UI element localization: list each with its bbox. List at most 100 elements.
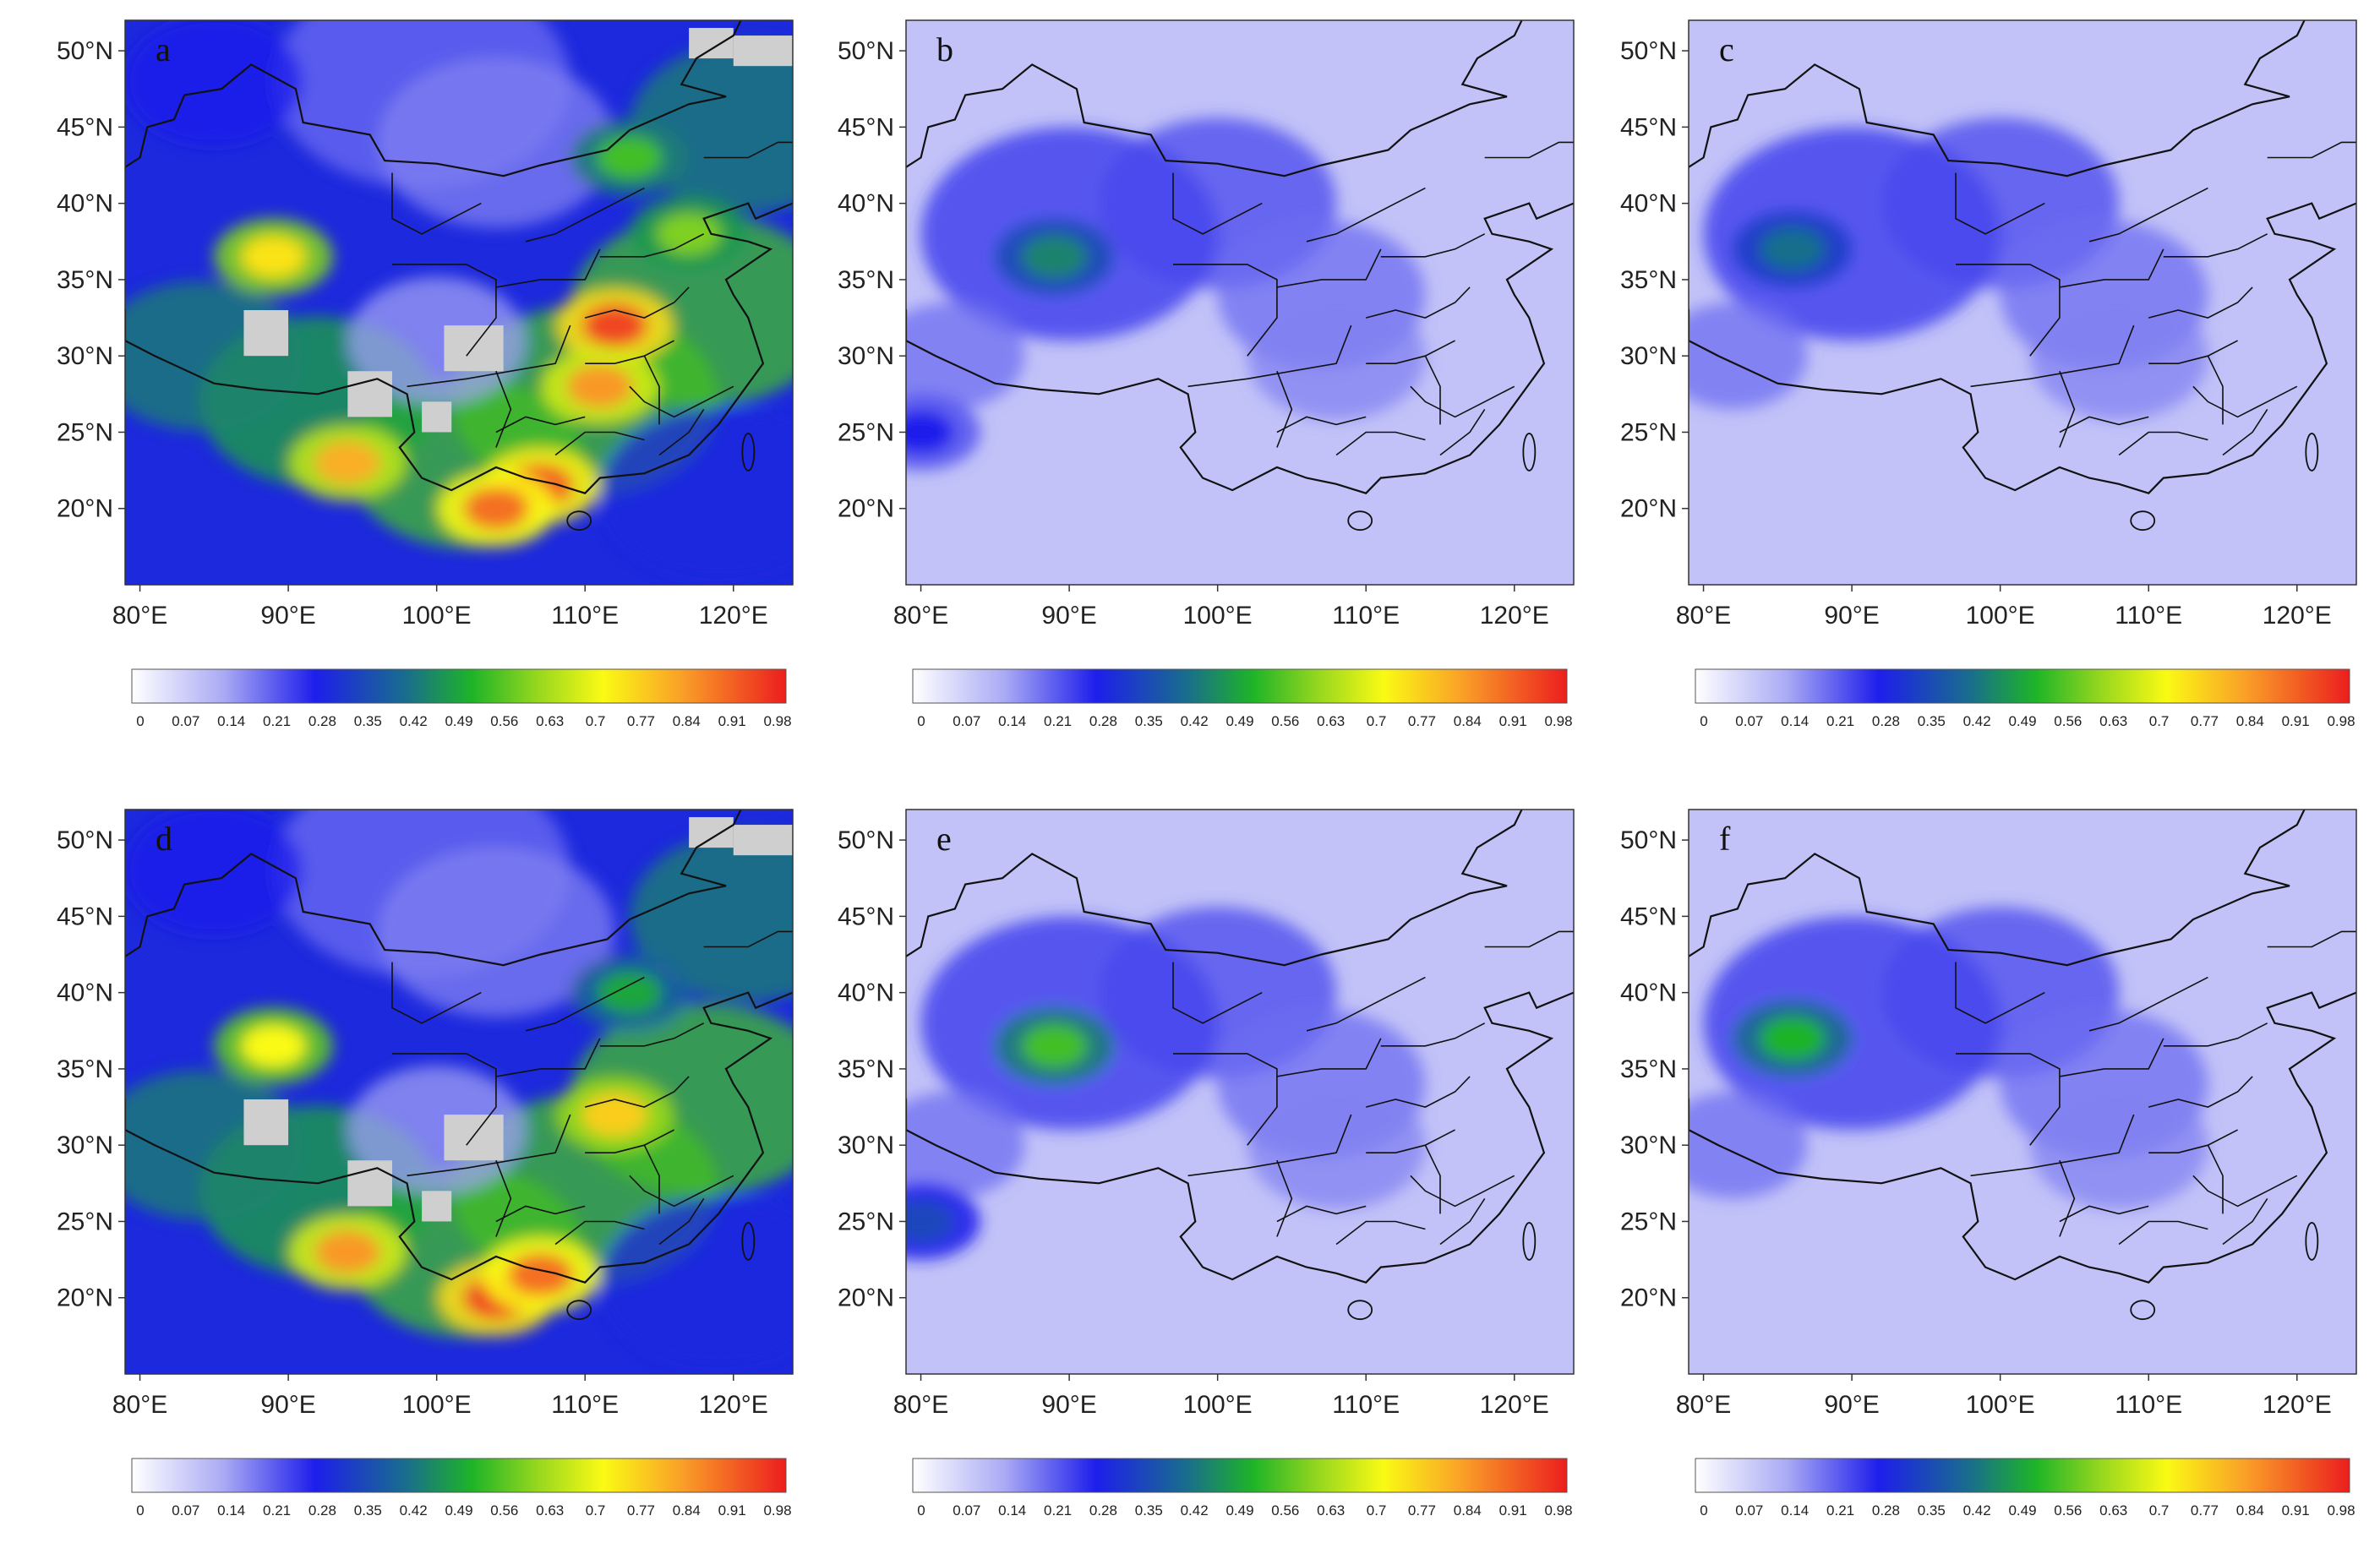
hotspot-core	[314, 1230, 380, 1273]
field-blob	[906, 1092, 1025, 1199]
province-boundary	[629, 1175, 734, 1208]
hotspot-core	[240, 1024, 307, 1068]
colorbar-label: 0.56	[1271, 1502, 1299, 1518]
province-boundary	[1484, 141, 1574, 159]
province-boundary	[658, 408, 705, 456]
province-boundary	[407, 1114, 571, 1177]
field-blob	[599, 407, 793, 579]
province-boundary	[392, 264, 497, 357]
colorbar-label: 0.49	[445, 713, 472, 729]
province-boundary	[1306, 976, 1426, 1032]
y-tick-label: 25°N	[838, 418, 894, 446]
y-tick-label: 20°N	[57, 495, 113, 523]
colorbar-label: 0.91	[1499, 713, 1527, 729]
x-tick-label: 80°E	[893, 1391, 948, 1419]
country-outline	[125, 810, 793, 1284]
colorbar-label: 0.84	[2236, 1502, 2264, 1518]
missing-data-patch	[347, 1160, 392, 1207]
map-boundaries	[125, 810, 793, 1321]
x-tick-label: 120°E	[699, 1391, 768, 1419]
colorbar-label: 0.14	[217, 713, 245, 729]
colorbar-label: 0.91	[2282, 713, 2310, 729]
y-tick-label: 20°N	[1620, 495, 1677, 523]
colorbar-label: 0.28	[308, 713, 336, 729]
colorbar-label: 0.21	[1826, 1502, 1854, 1518]
hainan-outline	[2130, 510, 2156, 532]
y-tick-label: 35°N	[57, 1055, 113, 1083]
x-tick-label: 100°E	[402, 602, 472, 630]
colorbar-label: 0	[136, 713, 144, 729]
colorbar-label: 0.07	[172, 1502, 199, 1518]
colorbar-label: 0.77	[1408, 1502, 1436, 1518]
missing-data-patch	[444, 1115, 504, 1161]
colorbar-label: 0.49	[445, 1502, 472, 1518]
province-boundary	[2192, 385, 2298, 418]
colorbar-label: 0.98	[763, 713, 791, 729]
field-blobs	[906, 117, 1426, 471]
panel-letter: e	[936, 820, 952, 858]
province-boundary	[2059, 1205, 2149, 1223]
colorbar-label: 0.14	[998, 713, 1026, 729]
y-tick-label: 45°N	[1620, 902, 1677, 930]
taiwan-outline	[1522, 433, 1537, 472]
province-boundary	[2222, 408, 2268, 456]
panel-a: a 20°N 25°N 30°N 35°N 40°N 45°N 50°N 80°E 90°E 100…	[57, 19, 794, 729]
x-tick-label: 110°E	[1332, 1391, 1400, 1419]
colorbar-label: 0.77	[2191, 713, 2219, 729]
field-blob	[1689, 1092, 1808, 1199]
hotspot-core	[1021, 1024, 1088, 1068]
province-boundary	[2118, 431, 2208, 456]
missing-data-patch	[422, 401, 452, 433]
heatmap-field	[125, 810, 793, 1374]
y-tick-label: 25°N	[838, 1208, 894, 1235]
colorbar-label: 0.14	[1781, 1502, 1809, 1518]
country-outline	[906, 20, 1574, 494]
province-boundary	[2088, 976, 2208, 1032]
y-tick-label: 40°N	[1620, 190, 1677, 218]
colorbar-label: 0.14	[998, 1502, 1026, 1518]
y-tick-label: 20°N	[838, 495, 894, 523]
colorbar-label: 0.07	[1735, 713, 1763, 729]
y-tick-label: 50°N	[57, 37, 113, 65]
missing-data-patch	[689, 817, 734, 848]
missing-data-patch	[243, 310, 289, 357]
province-boundary	[2207, 355, 2224, 425]
province-boundary	[525, 976, 645, 1032]
y-tick-label: 40°N	[57, 190, 113, 218]
colorbar-label: 0.7	[586, 1502, 606, 1518]
province-boundary	[1172, 962, 1263, 1024]
colorbar-label: 0.21	[1826, 713, 1854, 729]
panel-c: c 20°N 25°N 30°N 35°N 40°N 45°N 50°N 80°E 90°E 100…	[1620, 19, 2357, 729]
province-boundary	[1956, 1053, 2061, 1146]
y-tick-label: 35°N	[1620, 266, 1677, 294]
province-boundary	[1366, 1129, 1455, 1153]
y-tick-label: 45°N	[1620, 113, 1677, 141]
plot-frame	[1688, 809, 2357, 1375]
colorbar-label: 0.21	[263, 713, 291, 729]
province-boundary	[1173, 264, 1278, 357]
x-tick-label: 120°E	[1480, 602, 1549, 630]
panel-letter: c	[1719, 30, 1734, 68]
colorbar-label: 0.28	[1089, 1502, 1117, 1518]
province-boundary	[1306, 187, 1426, 243]
province-boundary	[584, 1076, 690, 1108]
x-tick-label: 120°E	[2263, 1391, 2332, 1419]
y-tick-label: 35°N	[57, 266, 113, 294]
colorbar-label: 0.77	[627, 1502, 655, 1518]
hotspot-core	[597, 136, 663, 179]
province-boundary	[1970, 1114, 2135, 1177]
x-tick-label: 100°E	[1966, 602, 2035, 630]
map-boundaries	[906, 810, 1574, 1321]
field-blobs	[1689, 907, 2208, 1210]
y-tick-label: 20°N	[1620, 1284, 1677, 1312]
colorbar-label: 0.7	[1367, 713, 1387, 729]
colorbar-label: 0.42	[1963, 713, 1991, 729]
y-tick-label: 40°N	[1620, 979, 1677, 1007]
province-boundary	[525, 187, 645, 243]
x-tick-label: 100°E	[1183, 602, 1253, 630]
heatmap-field	[1689, 20, 2356, 585]
colorbar-label: 0.7	[2149, 1502, 2170, 1518]
hotspot-core	[567, 365, 633, 408]
y-tick-label: 40°N	[838, 190, 894, 218]
colorbar-label: 0.84	[2236, 713, 2264, 729]
